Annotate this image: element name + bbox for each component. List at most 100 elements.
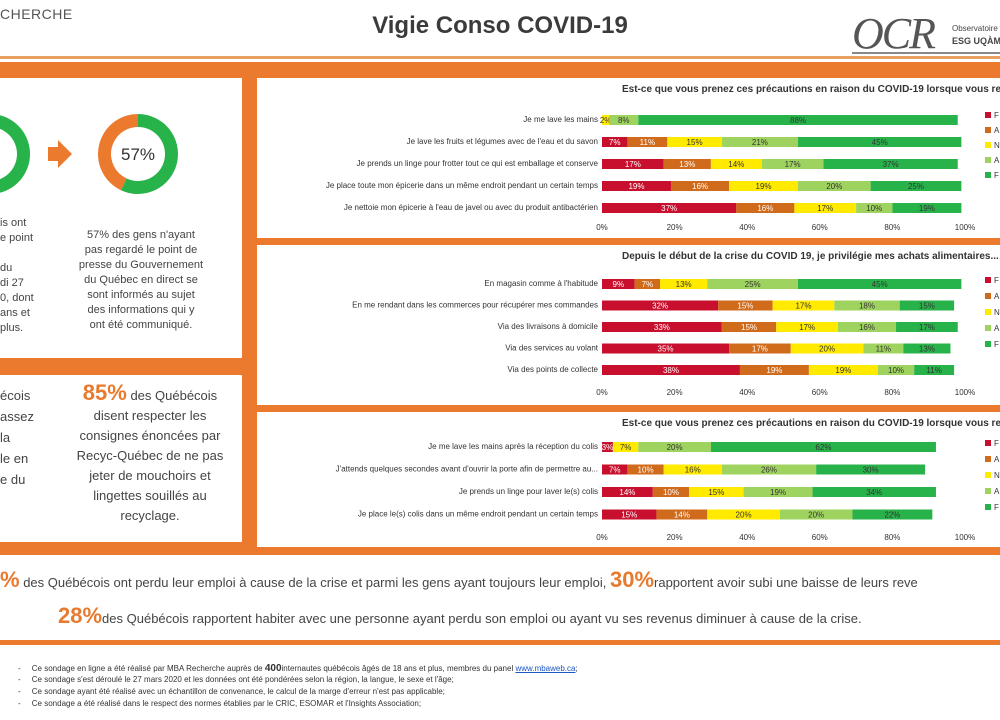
bar-segment — [656, 509, 708, 520]
footnote-2-text: Ce sondage s'est déroulé le 27 mars 2020… — [31, 675, 454, 684]
bar-segment — [736, 203, 795, 213]
left85-line: assez — [0, 409, 34, 424]
left-line: du — [0, 262, 13, 274]
bar-segment — [856, 203, 893, 213]
x-tick-label: 20% — [667, 388, 683, 397]
data-label: 13% — [676, 280, 692, 289]
bar-segment — [638, 442, 711, 452]
category-label: Je prends un linge pour frotter tout ce … — [357, 159, 599, 168]
logo-underline — [852, 52, 1000, 54]
data-label: 11% — [926, 366, 941, 375]
donut-segment-no — [98, 114, 138, 191]
category-label: J'attends quelques secondes avant d'ouvr… — [336, 465, 598, 474]
left85-line: le en — [0, 451, 29, 466]
bar-segment — [772, 300, 835, 311]
data-label: 37% — [883, 160, 899, 169]
data-label: 10% — [866, 204, 882, 213]
legend-label: F — [994, 503, 999, 512]
data-label: 37% — [661, 204, 677, 213]
text85-line: recyclage. — [120, 508, 180, 523]
bar-segment — [612, 442, 639, 452]
bar-segment — [914, 365, 955, 375]
bar-segment — [798, 279, 962, 289]
bar-segment — [602, 181, 671, 191]
right-line: presse du Gouvernement — [78, 259, 204, 271]
data-label: 22% — [884, 511, 900, 520]
data-label: 7% — [620, 443, 632, 452]
bar-segment — [602, 442, 613, 452]
category-label: Je place toute mon épicerie dans un même… — [326, 181, 598, 190]
data-label: 15% — [737, 302, 753, 311]
category-label: Via des livraisons à domicile — [498, 322, 599, 331]
x-tick-label: 80% — [884, 533, 900, 542]
legend-swatch — [985, 112, 991, 118]
chart-title: Est-ce que vous prenez ces précautions e… — [622, 84, 1000, 95]
data-label: 62% — [815, 443, 831, 452]
x-tick-label: 40% — [739, 223, 755, 232]
bar-segment — [602, 300, 719, 311]
bar-segment — [627, 464, 664, 475]
stats-line-1: % des Québécois ont perdu leur emploi à … — [0, 567, 918, 593]
right-line: 57% des gens n'ayant — [87, 229, 195, 241]
left-line: plus. — [0, 322, 24, 334]
bar-segment — [602, 343, 730, 354]
stats-text-2: rapportent avoir subi une baisse de leur… — [654, 575, 918, 590]
right-line: sont informés au sujet — [87, 289, 195, 301]
legend-swatch — [985, 277, 991, 283]
text85-line: disent respecter les — [93, 408, 207, 423]
bar-segment — [877, 365, 915, 375]
footnote-2: - Ce sondage s'est déroulé le 27 mars 20… — [18, 675, 454, 684]
legend-swatch — [985, 142, 991, 148]
data-label: 9% — [613, 280, 625, 289]
donut-chart-57 — [98, 114, 178, 194]
category-label: Je nettoie mon épicerie à l'eau de javel… — [344, 203, 598, 212]
data-label: 38% — [663, 366, 679, 375]
bar-segment — [870, 181, 962, 191]
bar-segment — [798, 137, 962, 147]
legend-label: A — [994, 455, 1000, 464]
ocr-logo: OCR — [852, 9, 936, 58]
bar-segment — [707, 509, 780, 520]
bar-segment — [638, 115, 958, 125]
bar-segment — [729, 343, 791, 354]
chart-title: Depuis le début de la crise du COVID 19,… — [622, 251, 999, 262]
data-label: 25% — [745, 280, 761, 289]
data-label: 21% — [752, 138, 768, 147]
chart-3-svg: Est-ce que vous prenez ces précautions e… — [336, 418, 1000, 542]
footnote-1-end: ; — [575, 664, 578, 673]
data-label: 15% — [741, 323, 757, 332]
bar-segment — [903, 343, 951, 354]
legend-label: A — [994, 126, 1000, 135]
x-tick-label: 40% — [739, 388, 755, 397]
x-tick-label: 20% — [667, 223, 683, 232]
data-label: 25% — [908, 182, 924, 191]
data-label: 30% — [863, 466, 879, 475]
legend-label: A — [994, 156, 1000, 165]
x-tick-label: 0% — [596, 388, 608, 397]
chart-parcel-precautions: Est-ce que vous prenez ces précautions e… — [257, 412, 1000, 547]
x-tick-label: 60% — [812, 223, 828, 232]
bar-segment — [863, 343, 904, 354]
donut-panel-graphic: 57% — [0, 114, 178, 194]
mbaweb-link[interactable]: www.mbaweb.ca — [515, 664, 576, 673]
bar-segment — [670, 181, 730, 191]
category-label: Je prends un linge pour laver le(s) coli… — [459, 487, 598, 496]
x-tick-label: 80% — [884, 388, 900, 397]
bar-segment — [634, 279, 661, 289]
left-line: e point — [0, 232, 34, 244]
stat-85-first-line: des Québécois — [126, 388, 218, 403]
donut-description: 57% des gens n'ayant pas regardé le point… — [66, 228, 216, 333]
bar-segment — [627, 137, 668, 147]
legend-swatch — [985, 309, 991, 315]
left-line — [0, 246, 34, 261]
data-label: 15% — [621, 511, 637, 520]
data-label: 26% — [761, 466, 777, 475]
bar-segment — [776, 322, 838, 332]
footnote-1-text: Ce sondage en ligne a été réalisé par MB… — [31, 664, 265, 673]
right-line: des informations qui y — [87, 304, 195, 316]
bar-segment — [790, 343, 864, 354]
data-label: 17% — [795, 302, 811, 311]
legend-label: N — [994, 471, 1000, 480]
bar-segment — [816, 464, 926, 475]
legend-label: N — [994, 308, 1000, 317]
